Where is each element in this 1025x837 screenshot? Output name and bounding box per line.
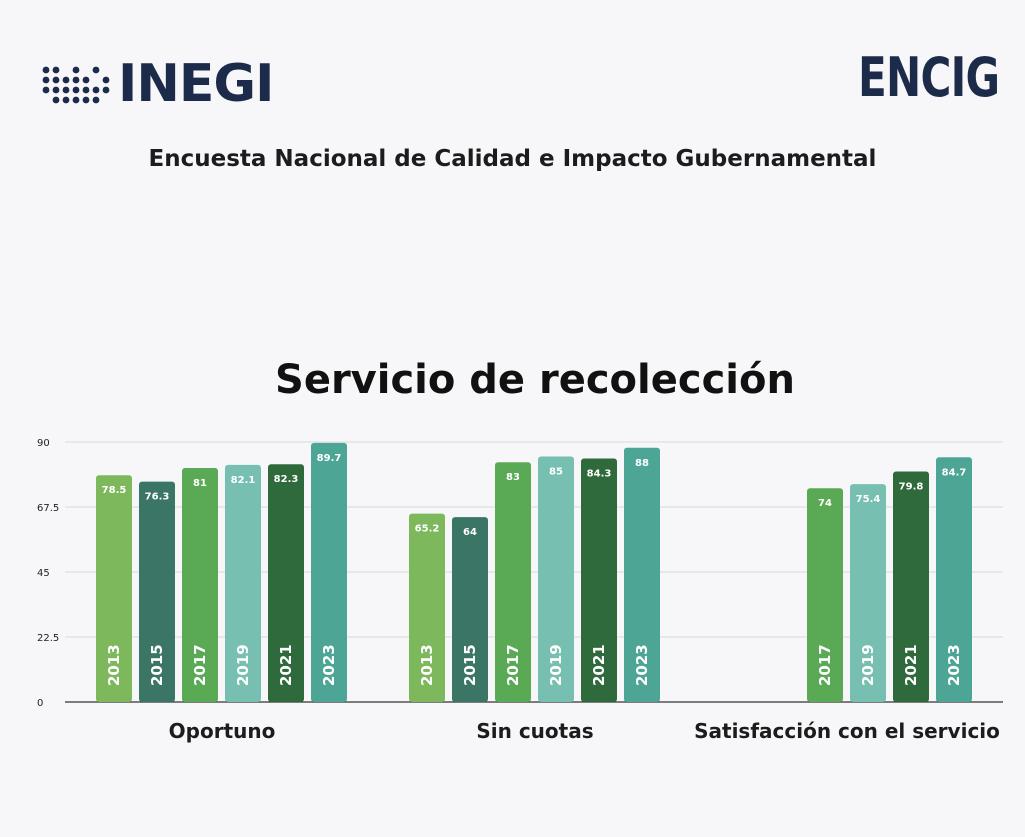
bar <box>624 447 660 702</box>
inegi-logo-text: INEGI <box>118 54 274 114</box>
bar-value-label: 78.5 <box>102 485 127 496</box>
bar <box>225 464 261 702</box>
y-tick-label: 45 <box>37 568 50 579</box>
bar-year-label: 2013 <box>105 644 123 686</box>
bar-year-label: 2019 <box>234 644 252 686</box>
bar <box>850 484 886 702</box>
bar-year-label: 2023 <box>320 644 338 686</box>
y-tick-label: 90 <box>37 438 50 449</box>
bar-value-label: 74 <box>818 498 832 509</box>
bar <box>268 464 304 702</box>
bar <box>96 475 132 702</box>
bar-year-label: 2021 <box>902 644 920 686</box>
bar <box>581 458 617 702</box>
category-label: Oportuno <box>169 719 276 743</box>
bar-year-label: 2019 <box>547 644 565 686</box>
chart-title: Servicio de recolección <box>275 357 795 403</box>
bar-value-label: 76.3 <box>145 492 170 503</box>
bar <box>936 457 972 702</box>
inegi-dots-icon <box>42 66 110 104</box>
y-tick-label: 0 <box>37 698 43 709</box>
bar-year-label: 2023 <box>945 644 963 686</box>
bar-value-label: 83 <box>506 472 520 483</box>
bar <box>182 468 218 702</box>
inegi-logo: INEGI <box>40 48 290 120</box>
bar-year-label: 2023 <box>633 644 651 686</box>
bar-year-label: 2021 <box>277 644 295 686</box>
bar-value-label: 84.3 <box>587 468 612 479</box>
bar-value-label: 75.4 <box>856 494 881 505</box>
encig-logo: ENCIG <box>858 46 1000 109</box>
bar-year-label: 2017 <box>816 644 834 686</box>
bar <box>139 481 175 702</box>
bar-year-label: 2013 <box>418 644 436 686</box>
category-label: Sin cuotas <box>476 719 593 743</box>
bar-year-label: 2021 <box>590 644 608 686</box>
bar <box>311 442 347 702</box>
bar-value-label: 82.3 <box>274 474 299 485</box>
bar-year-label: 2015 <box>461 644 479 686</box>
bar <box>495 462 531 702</box>
bar <box>807 488 843 702</box>
bar-value-label: 88 <box>635 458 649 469</box>
bar <box>893 471 929 702</box>
survey-subtitle: Encuesta Nacional de Calidad e Impacto G… <box>148 146 877 172</box>
bar-value-label: 82.1 <box>231 475 256 486</box>
bar-value-label: 79.8 <box>899 481 924 492</box>
bar-value-label: 64 <box>463 527 477 538</box>
bar-year-label: 2015 <box>148 644 166 686</box>
bar-value-label: 81 <box>193 478 207 489</box>
y-tick-label: 22.5 <box>37 633 59 644</box>
bar <box>452 517 488 702</box>
bar <box>409 513 445 702</box>
bar-year-label: 2017 <box>191 644 209 686</box>
bar-value-label: 84.7 <box>942 467 967 478</box>
category-label: Satisfacción con el servicio <box>694 719 1000 743</box>
bar-value-label: 89.7 <box>317 453 342 464</box>
bar <box>538 456 574 702</box>
bar-year-label: 2017 <box>504 644 522 686</box>
bar-value-label: 85 <box>549 466 563 477</box>
y-tick-label: 67.5 <box>37 503 59 514</box>
bar-year-label: 2019 <box>859 644 877 686</box>
bar-value-label: 65.2 <box>415 524 440 535</box>
